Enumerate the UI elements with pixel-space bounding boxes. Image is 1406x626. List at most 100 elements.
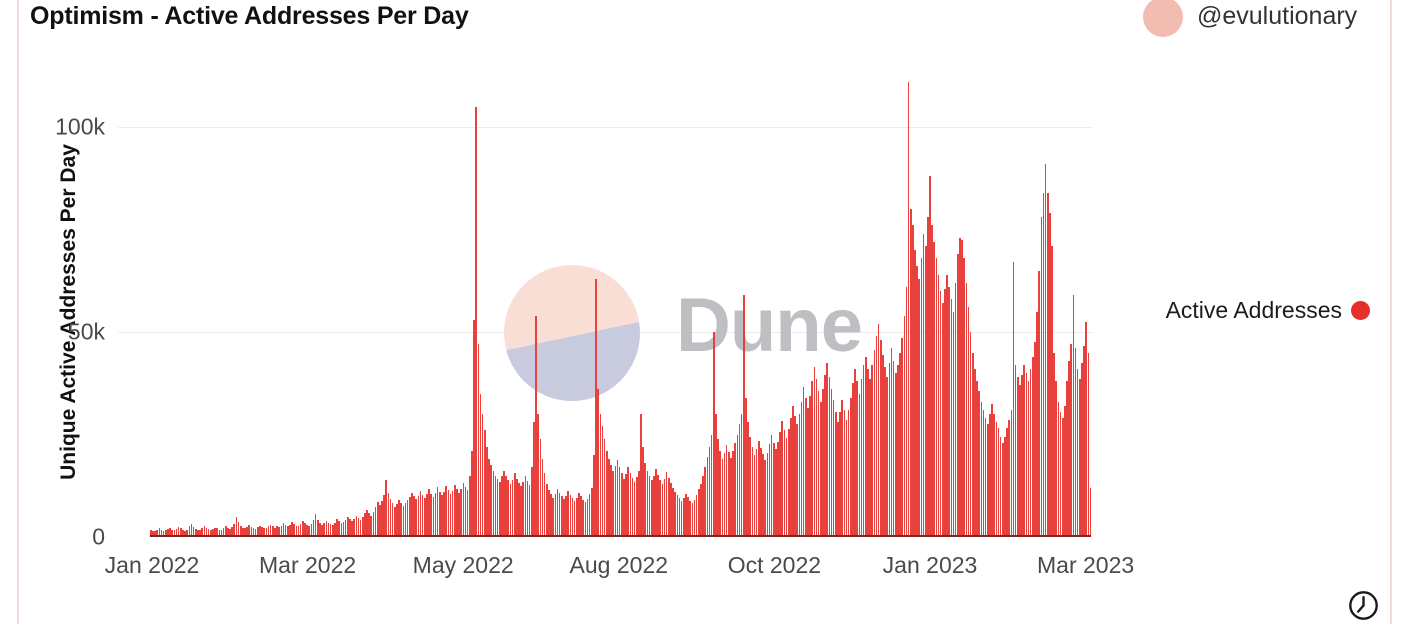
bar[interactable] (248, 525, 251, 537)
bar[interactable] (282, 523, 285, 537)
bar[interactable] (605, 450, 608, 537)
bar[interactable] (599, 414, 602, 537)
bar[interactable] (323, 523, 325, 537)
bar[interactable] (209, 530, 212, 537)
bar[interactable] (1012, 262, 1015, 537)
bar[interactable] (171, 529, 173, 537)
bar[interactable] (1066, 381, 1068, 537)
bar[interactable] (503, 470, 505, 537)
bar[interactable] (175, 528, 178, 537)
bar[interactable] (357, 518, 360, 537)
bar[interactable] (453, 484, 456, 537)
bar[interactable] (338, 521, 340, 537)
bar[interactable] (620, 473, 623, 537)
bar[interactable] (516, 478, 518, 537)
bar[interactable] (310, 523, 313, 537)
bar[interactable] (483, 430, 486, 537)
bar[interactable] (777, 441, 779, 537)
bar[interactable] (595, 278, 597, 537)
bar-series[interactable] (150, 77, 1092, 537)
bar[interactable] (436, 487, 439, 537)
bar[interactable] (764, 459, 766, 537)
bar[interactable] (257, 527, 259, 537)
bar[interactable] (156, 529, 159, 537)
bar[interactable] (633, 482, 636, 537)
bar[interactable] (546, 483, 548, 537)
bar[interactable] (706, 457, 709, 537)
bar[interactable] (263, 528, 266, 537)
bar[interactable] (875, 336, 878, 537)
clock-icon[interactable] (1348, 590, 1379, 626)
bar[interactable] (415, 499, 418, 537)
bar[interactable] (199, 530, 201, 537)
bar[interactable] (169, 527, 171, 537)
bar[interactable] (349, 519, 351, 537)
bar[interactable] (976, 381, 978, 537)
bar[interactable] (638, 470, 640, 537)
bar[interactable] (254, 528, 257, 537)
bar[interactable] (229, 528, 231, 537)
bar[interactable] (871, 364, 873, 537)
bar[interactable] (214, 527, 216, 537)
bar[interactable] (441, 495, 443, 537)
bar[interactable] (736, 434, 739, 537)
bar[interactable] (858, 393, 861, 537)
bar[interactable] (451, 490, 454, 537)
bar[interactable] (212, 528, 214, 537)
bar[interactable] (693, 499, 696, 537)
bar[interactable] (381, 500, 383, 537)
bar[interactable] (344, 519, 347, 537)
bar[interactable] (513, 473, 516, 537)
bar[interactable] (306, 525, 308, 537)
bar[interactable] (873, 350, 876, 537)
bar[interactable] (578, 492, 580, 537)
bar[interactable] (905, 286, 908, 537)
bar[interactable] (1061, 418, 1064, 537)
bar[interactable] (398, 500, 400, 537)
bar[interactable] (794, 416, 796, 537)
bar[interactable] (526, 481, 529, 537)
bar[interactable] (556, 488, 559, 537)
bar[interactable] (775, 449, 777, 537)
bar[interactable] (299, 524, 302, 537)
bar[interactable] (612, 471, 614, 537)
bar[interactable] (1001, 442, 1004, 537)
bar[interactable] (1042, 192, 1045, 537)
bar[interactable] (942, 303, 944, 537)
bar[interactable] (1004, 436, 1006, 537)
bar[interactable] (173, 530, 176, 537)
bar[interactable] (948, 286, 951, 537)
author-handle[interactable]: @evulutionary (1197, 2, 1358, 30)
bar[interactable] (501, 476, 503, 537)
bar[interactable] (250, 526, 253, 537)
bar[interactable] (698, 489, 700, 537)
bar[interactable] (852, 383, 854, 537)
bar[interactable] (635, 477, 638, 537)
bar[interactable] (374, 507, 377, 537)
bar[interactable] (233, 524, 236, 537)
bar[interactable] (331, 525, 334, 537)
bar[interactable] (991, 403, 993, 537)
bar[interactable] (468, 475, 471, 537)
bar[interactable] (370, 515, 373, 537)
bar[interactable] (691, 502, 694, 537)
bar[interactable] (227, 527, 229, 537)
bar[interactable] (430, 493, 433, 537)
bar[interactable] (755, 448, 758, 537)
bar[interactable] (1083, 346, 1085, 537)
legend-label[interactable]: Active Addresses (1165, 297, 1342, 323)
bar[interactable] (402, 506, 405, 537)
bar[interactable] (614, 466, 617, 537)
bar[interactable] (882, 354, 884, 537)
bar[interactable] (364, 513, 366, 537)
bar[interactable] (712, 332, 715, 537)
bar[interactable] (894, 373, 897, 537)
bar[interactable] (680, 501, 683, 537)
bar[interactable] (601, 426, 604, 537)
bar[interactable] (498, 481, 501, 537)
bar[interactable] (1064, 405, 1066, 537)
bar[interactable] (689, 500, 692, 537)
bar[interactable] (522, 482, 525, 537)
bar[interactable] (772, 442, 775, 537)
bar[interactable] (197, 530, 199, 537)
